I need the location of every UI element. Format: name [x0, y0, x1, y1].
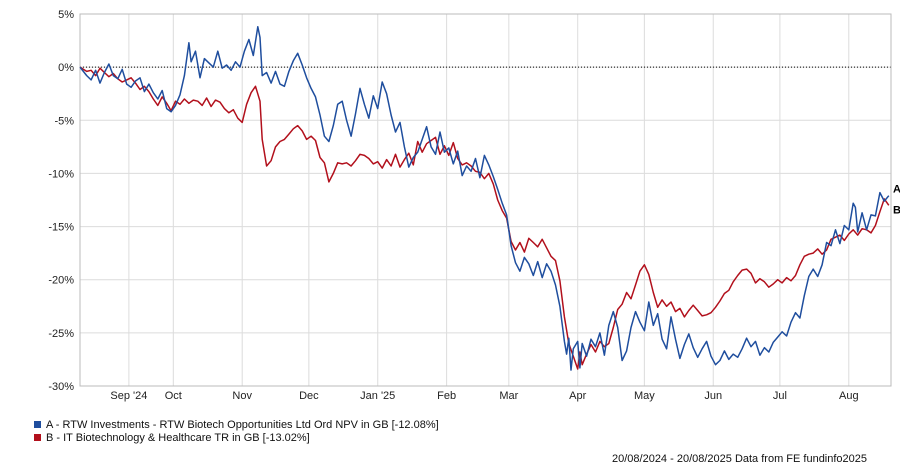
series-end-label-a: A	[893, 184, 900, 196]
x-tick-label: Sep '24	[110, 390, 147, 402]
x-tick-label: Jan '25	[360, 390, 395, 402]
legend-item-a: A - RTW Investments - RTW Biotech Opport…	[34, 418, 439, 431]
vertical-gridlines	[128, 14, 850, 386]
x-tick-label: Oct	[165, 390, 182, 402]
y-tick-label: 0%	[58, 62, 74, 74]
y-tick-label: -5%	[54, 115, 74, 127]
x-tick-label: Dec	[299, 390, 319, 402]
y-tick-label: 5%	[58, 9, 74, 21]
series-line-a	[79, 26, 890, 371]
x-tick-label: May	[634, 390, 655, 402]
legend-swatch-a	[34, 421, 41, 428]
y-tick-label: -15%	[48, 222, 74, 234]
x-tick-label: Mar	[499, 390, 518, 402]
footer-date-range-source: 20/08/2024 - 20/08/2025 Data from FE fun…	[612, 453, 868, 465]
series-end-labels: AB	[893, 184, 900, 217]
y-tick-label: -10%	[48, 168, 74, 180]
x-tick-label: Apr	[569, 390, 586, 402]
x-tick-label: Feb	[437, 390, 456, 402]
x-tick-label: Jun	[704, 390, 722, 402]
y-tick-label: -25%	[48, 328, 74, 340]
x-tick-label: Jul	[773, 390, 787, 402]
legend-swatch-b	[34, 434, 41, 441]
legend: A - RTW Investments - RTW Biotech Opport…	[34, 418, 439, 444]
plot-area-frame	[79, 13, 892, 387]
y-axis-ticks: 5% 0% -5% -10% -15% -20% -25% -30%	[48, 9, 74, 393]
x-axis-ticks: Sep '24 Oct Nov Dec Jan '25 Feb Mar Apr May Jun Ju…	[110, 390, 858, 402]
series-line-b	[79, 66, 890, 370]
series-end-label-b: B	[893, 204, 900, 216]
x-tick-label: Nov	[232, 390, 252, 402]
series-lines	[79, 26, 890, 371]
legend-label-a: A - RTW Investments - RTW Biotech Opport…	[46, 418, 439, 431]
x-tick-label: Aug	[839, 390, 859, 402]
legend-label-b: B - IT Biotechnology & Healthcare TR in …	[46, 431, 310, 444]
legend-item-b: B - IT Biotechnology & Healthcare TR in …	[34, 431, 439, 444]
y-tick-label: -20%	[48, 275, 74, 287]
y-tick-label: -30%	[48, 381, 74, 393]
